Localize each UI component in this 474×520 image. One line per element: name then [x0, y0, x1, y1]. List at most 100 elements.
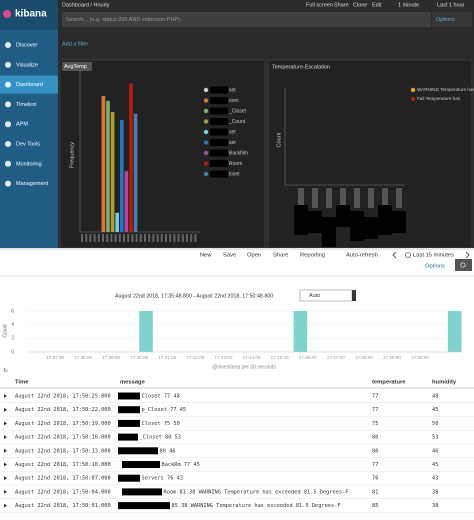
x-tick-label-redacted: [165, 234, 167, 242]
expand-caret[interactable]: [4, 462, 7, 467]
top-menu-item[interactable]: 1 minute: [398, 2, 419, 8]
search-button[interactable]: [455, 259, 472, 271]
redaction: [210, 107, 228, 115]
top-menu-item[interactable]: Share: [334, 2, 349, 8]
legend-label[interactable]: loset: [229, 171, 240, 177]
legend-label[interactable]: set: [229, 129, 236, 135]
bar: [133, 113, 138, 232]
expand-caret[interactable]: [4, 503, 7, 508]
x-tick-label-redacted: [106, 234, 109, 242]
cell-humidity: 46: [432, 448, 438, 454]
x-tick-label-redacted: [97, 234, 100, 242]
bar: [124, 171, 129, 232]
x-tick-label: 17:42:00: [186, 355, 204, 360]
x-tick-label-redacted: [181, 234, 184, 242]
menu-item[interactable]: Save: [223, 253, 236, 259]
nav-item[interactable]: Dev Tools: [16, 141, 40, 147]
nav-icon: [5, 81, 11, 88]
cell-time: August 22nd 2018, 17:50:04.000: [15, 489, 111, 495]
redaction: [210, 128, 228, 136]
column-header[interactable]: Time: [15, 380, 29, 386]
x-tick-label: 17:45:00: [271, 355, 289, 360]
x-tick-label: [354, 188, 360, 208]
nav-item[interactable]: Discover: [16, 42, 38, 48]
bar[interactable]: [139, 311, 153, 352]
legend-label[interactable]: Room: [229, 161, 242, 167]
nav-item[interactable]: Management: [16, 181, 49, 187]
nav-item[interactable]: Monitoring: [16, 161, 42, 167]
legend-label[interactable]: oom: [229, 98, 239, 104]
panel-title: AvgTemp: [64, 64, 87, 70]
cell-time: August 22nd 2018, 17:50:25.000: [15, 394, 111, 400]
expand-caret[interactable]: [4, 476, 7, 481]
x-tick-label: 17:44:00: [243, 355, 261, 360]
bar[interactable]: [447, 311, 462, 352]
bar[interactable]: [293, 311, 308, 352]
options[interactable]: Options: [425, 264, 445, 270]
top-menu-item[interactable]: Edit: [372, 2, 382, 8]
options[interactable]: Options: [436, 17, 455, 23]
column-header[interactable]: humidity: [432, 380, 457, 386]
x-tick-label-redacted: [152, 234, 155, 242]
menu-item[interactable]: Reporting: [300, 253, 325, 259]
x-tick-label: 17:47:00: [327, 355, 345, 360]
menu-item[interactable]: New: [200, 253, 212, 259]
top-menu-item[interactable]: Full screen: [306, 2, 333, 8]
expand-caret[interactable]: [4, 448, 7, 453]
search-bar[interactable]: [62, 12, 431, 27]
redaction: [118, 502, 170, 510]
expand-caret[interactable]: [4, 421, 7, 426]
x-tick-label-redacted: [139, 234, 142, 242]
time-range[interactable]: Last 15 minutes: [413, 253, 454, 259]
cell-temperature: 77: [372, 462, 378, 468]
x-tick-label-redacted: [114, 234, 117, 242]
cell-humidity: 38: [432, 503, 438, 509]
interval[interactable]: Auto: [309, 293, 320, 299]
redaction: [210, 160, 228, 167]
gear-icon: ↻: [3, 368, 8, 375]
expand-caret[interactable]: [4, 435, 7, 440]
menu-item[interactable]: Auto-refresh: [346, 253, 378, 259]
top-menu-item[interactable]: Clone: [353, 2, 367, 8]
nav-item[interactable]: Dashboard: [16, 82, 43, 88]
y-axis-label: Count: [2, 324, 8, 338]
menu-item[interactable]: Share: [273, 253, 288, 259]
interval-select[interactable]: [299, 289, 353, 302]
column-header[interactable]: message: [120, 380, 146, 386]
top-menu-item[interactable]: Last 1 hour: [437, 2, 465, 8]
next-arrow[interactable]: [465, 251, 470, 259]
y-axis-label: Frequency: [69, 142, 75, 168]
nav-item[interactable]: Visualize: [16, 62, 38, 68]
x-tick-label: 17:37:00: [46, 355, 64, 360]
legend-label[interactable]: _Count: [228, 119, 246, 125]
x-tick-label-redacted: [194, 234, 197, 242]
expand-caret[interactable]: [4, 407, 7, 412]
panel-title-bg: [62, 62, 92, 71]
legend-label[interactable]: WARNING Temperature has: [417, 87, 474, 92]
menu-item[interactable]: Open: [247, 253, 261, 259]
legend-label[interactable]: set: [229, 140, 236, 146]
nav-item[interactable]: Timelion: [16, 102, 37, 108]
legend-label[interactable]: Fail Temperature has: [417, 96, 461, 101]
add-filter[interactable]: Add a filter: [62, 41, 88, 47]
x-tick-label: 17:39:00: [102, 355, 120, 360]
options-button[interactable]: [432, 12, 472, 27]
x-tick-label: [326, 188, 332, 208]
legend-label[interactable]: _Closet: [228, 108, 247, 114]
column-header[interactable]: temperature: [372, 380, 406, 386]
prev-arrow[interactable]: [392, 251, 397, 259]
x-tick-label-redacted: [81, 234, 83, 242]
legend-label[interactable]: set: [229, 87, 236, 93]
cell-humidity: 45: [432, 407, 438, 413]
x-tick-label: [396, 188, 402, 208]
discover-bg: [0, 248, 474, 520]
expand-caret[interactable]: [4, 394, 7, 398]
legend-label[interactable]: Backfilm: [229, 150, 248, 156]
expand-caret[interactable]: [4, 489, 7, 494]
redaction: [308, 211, 322, 233]
nav-item[interactable]: APM: [16, 122, 28, 128]
breadcrumb: Dashboard / Hourly: [62, 2, 110, 8]
x-tick-label: 17:50:00: [411, 355, 429, 360]
nav-active: [0, 75, 58, 94]
